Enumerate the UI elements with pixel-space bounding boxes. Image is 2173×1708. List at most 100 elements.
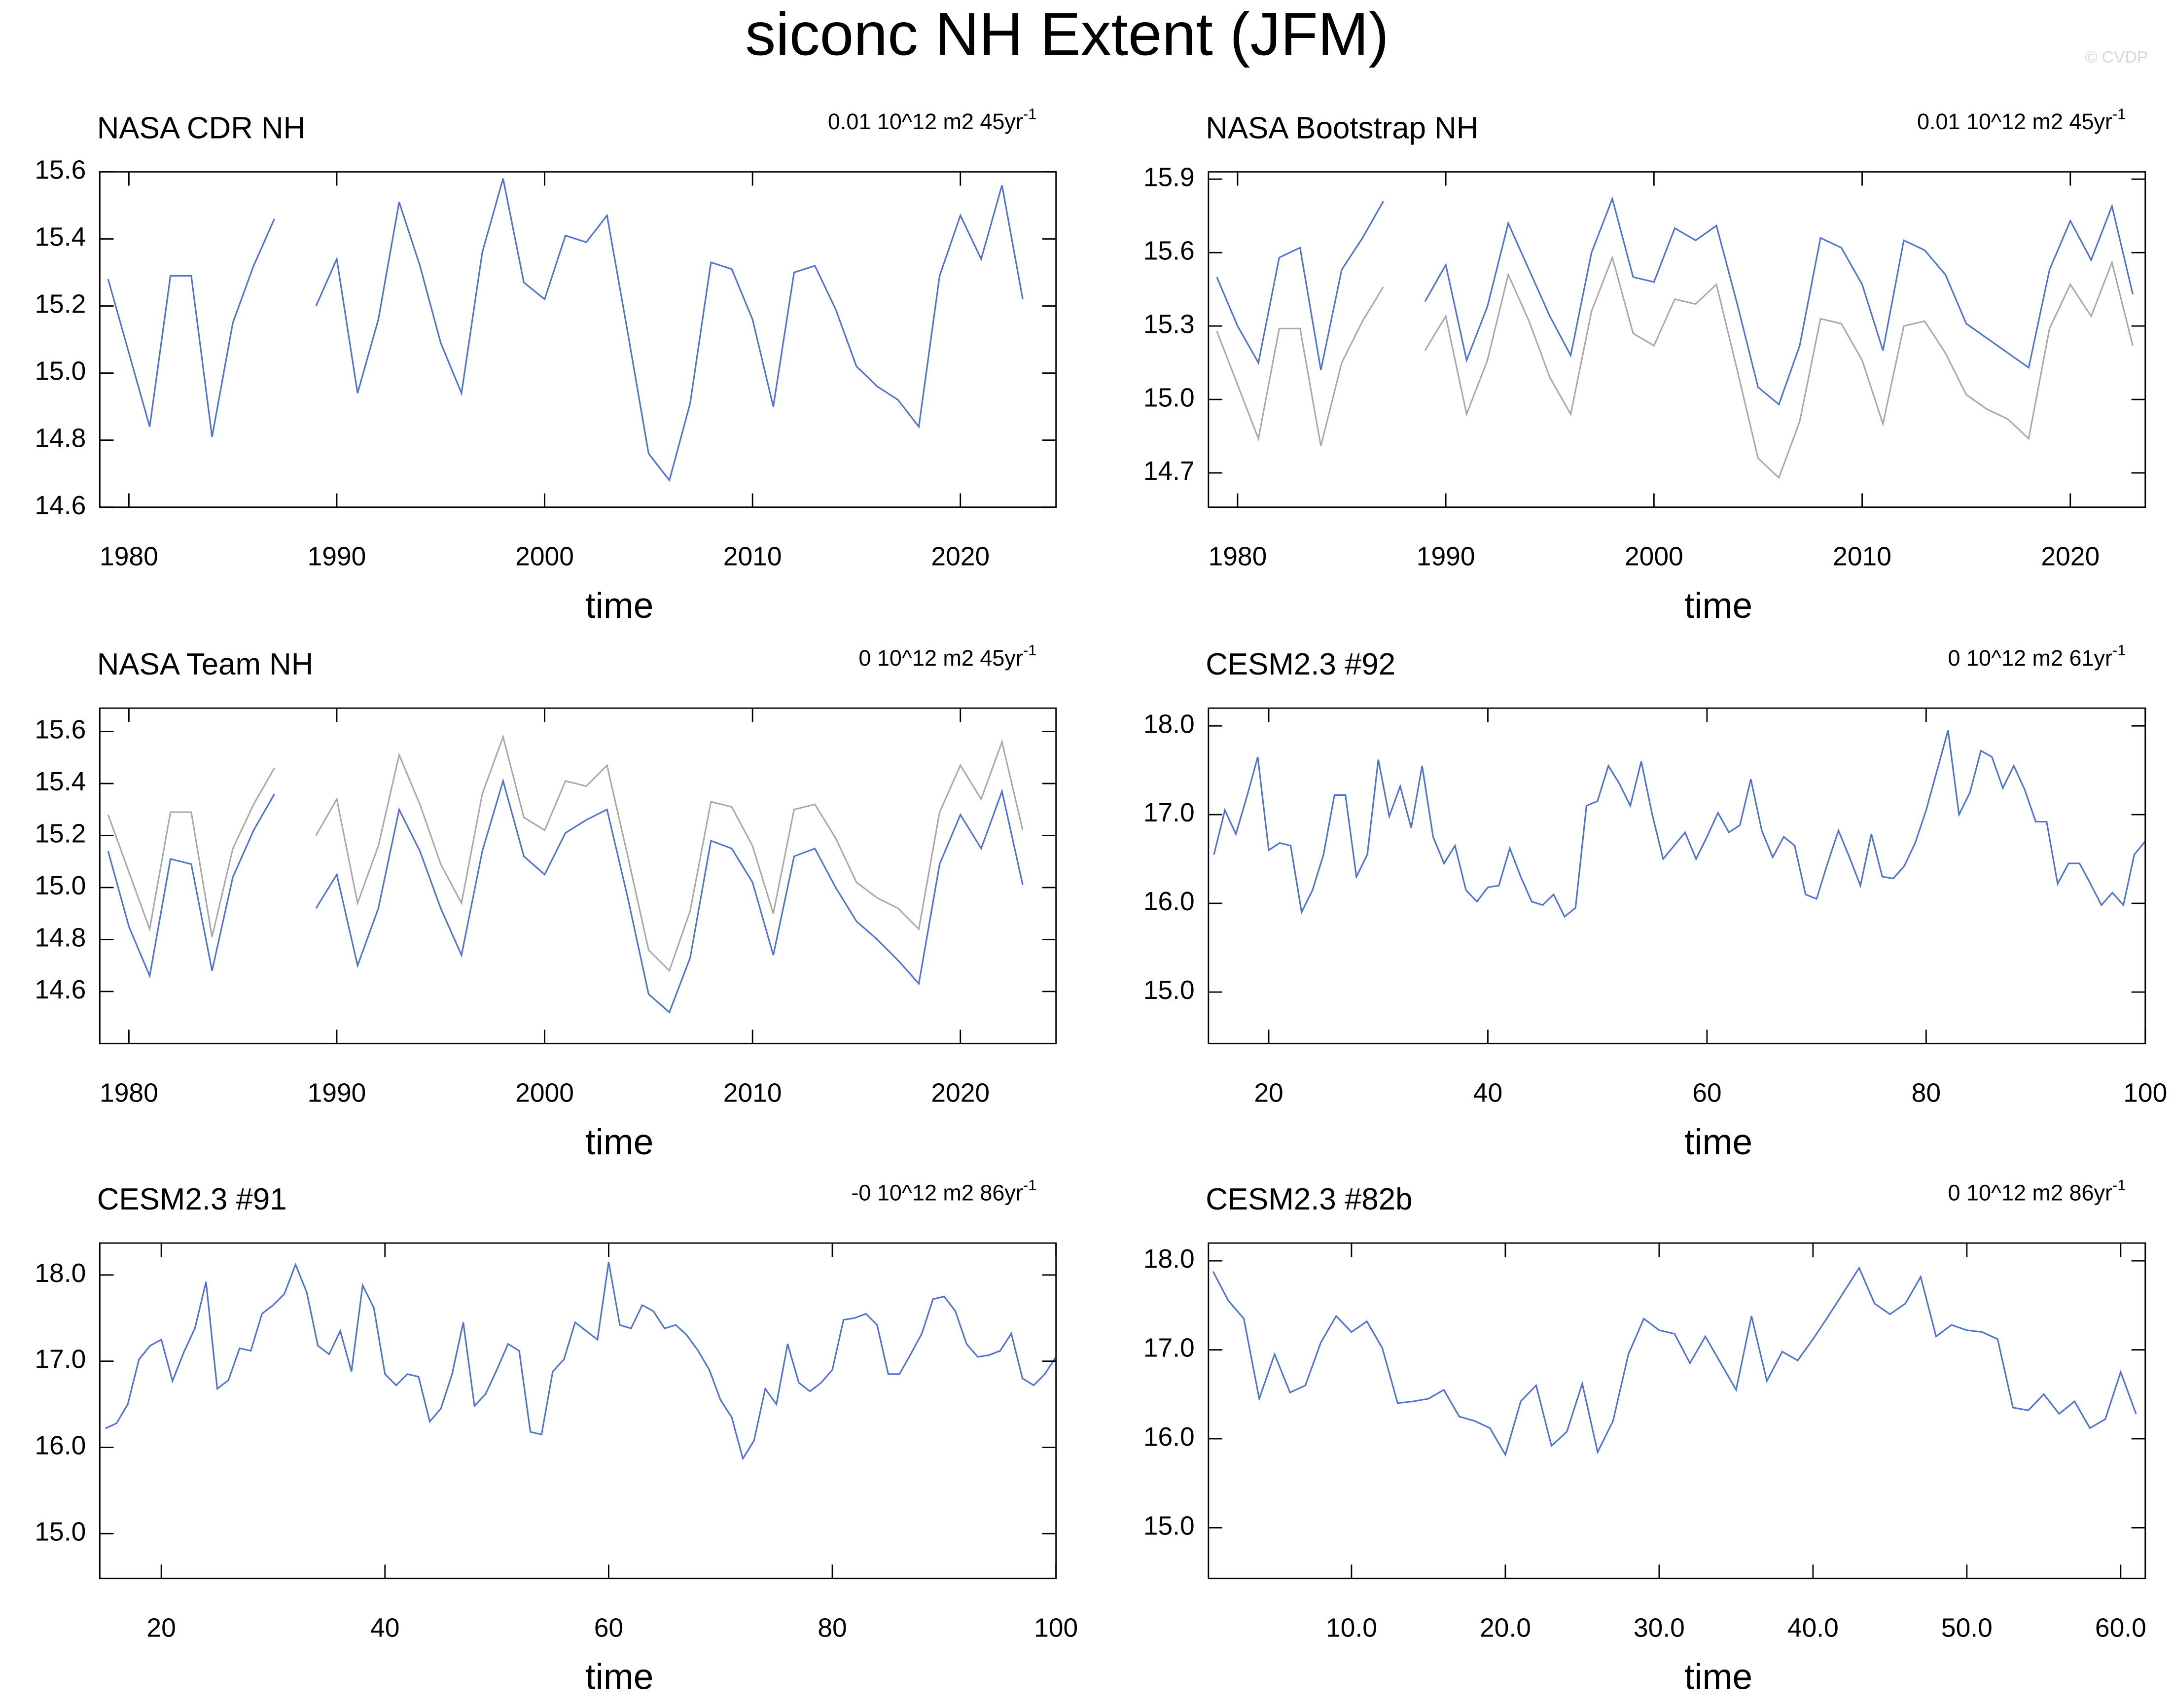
x-tick-label: 30.0: [1634, 1613, 1685, 1642]
panel-title: NASA Team NH: [97, 647, 314, 681]
y-tick-label: 18.0: [35, 1259, 86, 1288]
y-tick-label: 15.0: [35, 871, 86, 900]
y-tick-label: 14.8: [35, 424, 86, 453]
x-tick-label: 1980: [100, 1078, 158, 1107]
panel-title: CESM2.3 #91: [97, 1182, 287, 1216]
x-tick-label: 10.0: [1326, 1613, 1377, 1642]
panel: CESM2.3 #82b 0 10^12 m2 86yr-1 15.0 16.0 17.…: [1143, 1176, 2146, 1697]
y-tick-label: 17.0: [1143, 1334, 1195, 1363]
x-axis-label: time: [1684, 1122, 1752, 1162]
trend-text: 0.01 10^12 m2 45yr: [828, 109, 1023, 134]
x-tick-label: 1990: [308, 1078, 366, 1107]
plot-frame: [1208, 1242, 2146, 1579]
y-tick-label: 17.0: [1143, 798, 1195, 827]
panel-trend: 0.01 10^12 m2 45yr-1: [828, 105, 1036, 134]
x-tick-label: 1990: [1417, 542, 1475, 571]
x-tick-label: 100: [1034, 1613, 1078, 1642]
x-tick-label: 60: [594, 1613, 623, 1642]
y-tick-label: 15.4: [35, 767, 86, 796]
y-tick-label: 15.0: [1143, 383, 1195, 412]
y-tick-label: 14.8: [35, 924, 86, 953]
data-line: [107, 778, 1024, 1014]
panel: NASA Team NH 0 10^12 m2 45yr-1 14.6 14.8 15.…: [35, 641, 1057, 1162]
y-tick-label: 15.4: [35, 223, 86, 252]
y-tick-label: 18.0: [1143, 1245, 1195, 1274]
data-line: [1213, 730, 2146, 918]
panel: CESM2.3 #92 0 10^12 m2 61yr-1 15.0 16.0 17.0…: [1143, 641, 2168, 1162]
y-tick-label: 15.6: [35, 156, 86, 185]
trend-text: 0 10^12 m2 61yr: [1948, 645, 2112, 671]
data-line: [1216, 255, 2134, 479]
panel: NASA CDR NH 0.01 10^12 m2 45yr-1 14.6 14.8 1…: [35, 105, 1057, 626]
data-line: [107, 178, 1024, 482]
panel-title: NASA Bootstrap NH: [1206, 111, 1478, 145]
trend-exponent: -1: [1023, 1176, 1036, 1194]
x-tick-label: 2000: [1625, 542, 1683, 571]
y-tick-label: 15.0: [1143, 976, 1195, 1005]
x-tick-label: 80: [1912, 1078, 1941, 1107]
x-axis-label: time: [585, 1657, 653, 1697]
plot-frame: [99, 171, 1057, 508]
y-tick-label: 15.6: [35, 715, 86, 745]
panel-trend: 0.01 10^12 m2 45yr-1: [1917, 105, 2126, 134]
x-tick-label: 60.0: [2095, 1613, 2146, 1642]
panel-title: CESM2.3 #92: [1206, 647, 1395, 681]
data-line: [107, 734, 1024, 972]
x-tick-label: 2020: [931, 1078, 990, 1107]
plot-frame: [1208, 707, 2146, 1044]
data-line: [1216, 196, 2134, 406]
trend-exponent: -1: [1023, 105, 1036, 122]
x-tick-label: 2010: [723, 1078, 782, 1107]
trend-exponent: -1: [2112, 641, 2126, 659]
y-tick-label: 14.6: [35, 491, 86, 520]
y-tick-label: 15.6: [1143, 236, 1195, 265]
x-tick-label: 2010: [1833, 542, 1891, 571]
x-tick-label: 20: [146, 1613, 176, 1642]
x-tick-label: 80: [818, 1613, 847, 1642]
x-tick-label: 1980: [1209, 542, 1267, 571]
x-tick-label: 1990: [308, 542, 366, 571]
data-line: [105, 1262, 1057, 1461]
data-line: [1212, 1266, 2137, 1457]
x-axis-label: time: [585, 586, 653, 626]
panel-trend: 0 10^12 m2 61yr-1: [1948, 641, 2126, 671]
y-tick-label: 16.0: [1143, 887, 1195, 916]
y-tick-label: 16.0: [35, 1431, 86, 1460]
y-tick-label: 15.0: [35, 1517, 86, 1546]
y-tick-label: 15.2: [35, 819, 86, 849]
x-tick-label: 1980: [100, 542, 158, 571]
credit: © CVDP: [2085, 48, 2148, 67]
x-axis-label: time: [1684, 1657, 1752, 1697]
trend-exponent: -1: [2112, 1176, 2126, 1194]
x-tick-label: 2020: [931, 542, 990, 571]
x-tick-label: 100: [2123, 1078, 2167, 1107]
figure-title: siconc NH Extent (JFM): [745, 0, 1389, 68]
y-tick-label: 15.0: [1143, 1511, 1195, 1540]
y-tick-label: 15.2: [35, 290, 86, 319]
panel-title: NASA CDR NH: [97, 111, 306, 145]
x-tick-label: 2000: [515, 1078, 574, 1107]
trend-text: 0.01 10^12 m2 45yr: [1917, 109, 2112, 134]
x-tick-label: 20.0: [1480, 1613, 1531, 1642]
y-tick-label: 17.0: [35, 1345, 86, 1374]
plot-frame: [99, 1242, 1057, 1579]
panel-trend: -0 10^12 m2 86yr-1: [851, 1176, 1036, 1206]
plot-frame: [1208, 171, 2146, 508]
x-tick-label: 60: [1692, 1078, 1721, 1107]
y-tick-label: 15.9: [1143, 163, 1195, 192]
x-axis-label: time: [1684, 586, 1752, 626]
trend-exponent: -1: [1023, 641, 1036, 659]
x-axis-label: time: [585, 1122, 653, 1162]
trend-text: 0 10^12 m2 86yr: [1948, 1180, 2112, 1206]
x-tick-label: 2000: [515, 542, 574, 571]
x-tick-label: 40.0: [1787, 1613, 1839, 1642]
plot-frame: [99, 707, 1057, 1044]
x-tick-label: 40: [1473, 1078, 1502, 1107]
x-tick-label: 2020: [2041, 542, 2100, 571]
x-tick-label: 50.0: [1941, 1613, 1993, 1642]
y-tick-label: 15.0: [35, 357, 86, 386]
x-tick-label: 20: [1254, 1078, 1283, 1107]
x-tick-label: 40: [370, 1613, 399, 1642]
x-tick-label: 2010: [723, 542, 782, 571]
